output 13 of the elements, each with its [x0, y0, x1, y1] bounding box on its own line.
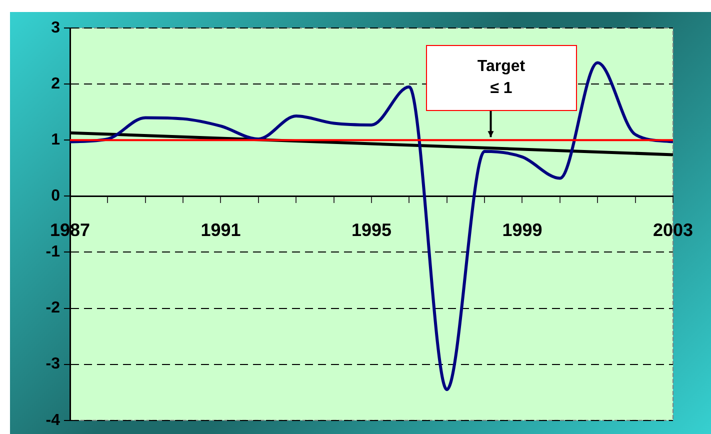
callout-box: Target ≤ 1: [426, 45, 577, 111]
y-tick-label: -1: [46, 244, 60, 261]
x-tick-label: 1999: [502, 220, 542, 240]
y-tick-label: 1: [51, 132, 60, 149]
x-tick-label: 1995: [351, 220, 392, 240]
y-tick-label: -2: [46, 300, 60, 317]
y-tick-label: 2: [51, 75, 60, 92]
y-tick-label: 3: [51, 19, 60, 36]
x-tick-label: 1987: [50, 220, 90, 240]
x-tick-label: 1991: [200, 220, 241, 240]
y-tick-label: -4: [46, 412, 60, 429]
y-tick-label: 0: [51, 188, 60, 205]
y-tick-label: -3: [46, 356, 60, 373]
